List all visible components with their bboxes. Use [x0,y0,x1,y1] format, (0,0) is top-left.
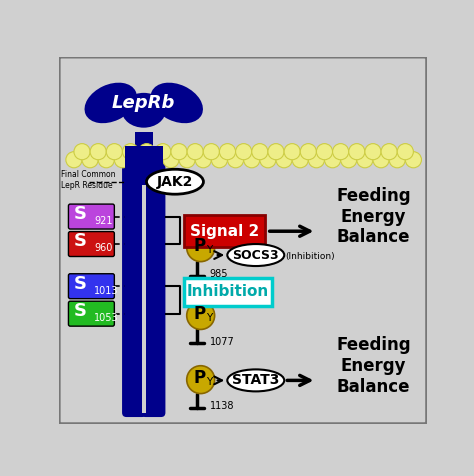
Circle shape [122,144,138,160]
Circle shape [138,144,155,160]
Ellipse shape [146,169,203,194]
Circle shape [405,152,421,168]
Text: Y: Y [206,377,213,387]
FancyBboxPatch shape [142,186,146,413]
Ellipse shape [228,244,284,266]
Circle shape [349,144,365,160]
Circle shape [228,152,244,168]
Circle shape [284,144,300,160]
Circle shape [106,144,122,160]
Text: JAK2: JAK2 [157,175,193,189]
Text: Signal 2: Signal 2 [190,224,259,239]
Text: SOCS3: SOCS3 [232,248,279,261]
Text: Final Common
LepR Residue: Final Common LepR Residue [61,170,116,190]
Text: 1013: 1013 [94,286,118,296]
Circle shape [316,144,333,160]
Text: S: S [74,232,87,250]
Circle shape [268,144,284,160]
FancyBboxPatch shape [141,163,165,417]
FancyBboxPatch shape [184,278,272,306]
Text: S: S [74,302,87,320]
Text: 1077: 1077 [210,337,235,347]
Circle shape [74,144,90,160]
Circle shape [252,144,268,160]
Text: (Inhibition): (Inhibition) [285,252,335,261]
Circle shape [155,144,171,160]
Text: 921: 921 [94,216,113,226]
FancyBboxPatch shape [68,301,114,326]
Circle shape [357,152,373,168]
Circle shape [333,144,349,160]
Circle shape [381,144,397,160]
Circle shape [187,144,203,160]
FancyBboxPatch shape [125,146,163,169]
Text: Feeding
Energy
Balance: Feeding Energy Balance [336,187,410,247]
Text: Y: Y [206,245,213,255]
Circle shape [308,152,325,168]
Circle shape [179,152,195,168]
Circle shape [365,144,381,160]
Circle shape [276,152,292,168]
Circle shape [163,152,179,168]
Ellipse shape [228,369,284,391]
Circle shape [187,302,215,329]
Circle shape [211,152,228,168]
Circle shape [130,152,146,168]
Text: 1138: 1138 [210,401,234,411]
FancyBboxPatch shape [135,132,153,169]
Text: 960: 960 [94,243,112,253]
Text: 1053: 1053 [94,313,119,323]
FancyBboxPatch shape [68,274,114,298]
Circle shape [373,152,389,168]
Text: P: P [193,237,206,255]
Circle shape [195,152,211,168]
Text: Y: Y [206,313,213,323]
Circle shape [292,152,308,168]
Text: S: S [74,205,87,223]
FancyBboxPatch shape [122,163,146,417]
Circle shape [98,152,114,168]
Circle shape [114,152,130,168]
Circle shape [82,152,98,168]
Circle shape [300,144,317,160]
Circle shape [341,152,357,168]
Circle shape [260,152,276,168]
Ellipse shape [122,93,166,128]
Circle shape [187,366,215,394]
Text: Feeding
Energy
Balance: Feeding Energy Balance [336,336,410,396]
Text: S: S [74,275,87,293]
Circle shape [236,144,252,160]
FancyBboxPatch shape [184,215,265,248]
Circle shape [325,152,341,168]
FancyBboxPatch shape [68,232,114,257]
Circle shape [389,152,405,168]
FancyBboxPatch shape [59,57,427,424]
Circle shape [146,152,163,168]
Text: LepRb: LepRb [112,94,175,112]
Circle shape [244,152,260,168]
Circle shape [219,144,236,160]
Text: Inhibition: Inhibition [187,284,269,299]
Text: 985: 985 [210,269,228,279]
Ellipse shape [84,83,137,123]
Text: P: P [193,369,206,387]
Circle shape [203,144,219,160]
FancyBboxPatch shape [68,204,114,229]
Ellipse shape [151,83,203,123]
Circle shape [397,144,413,160]
Circle shape [90,144,106,160]
Circle shape [187,234,215,262]
Text: STAT3: STAT3 [232,373,280,387]
Circle shape [66,152,82,168]
FancyBboxPatch shape [127,167,161,413]
Text: P: P [193,305,206,323]
Circle shape [171,144,187,160]
